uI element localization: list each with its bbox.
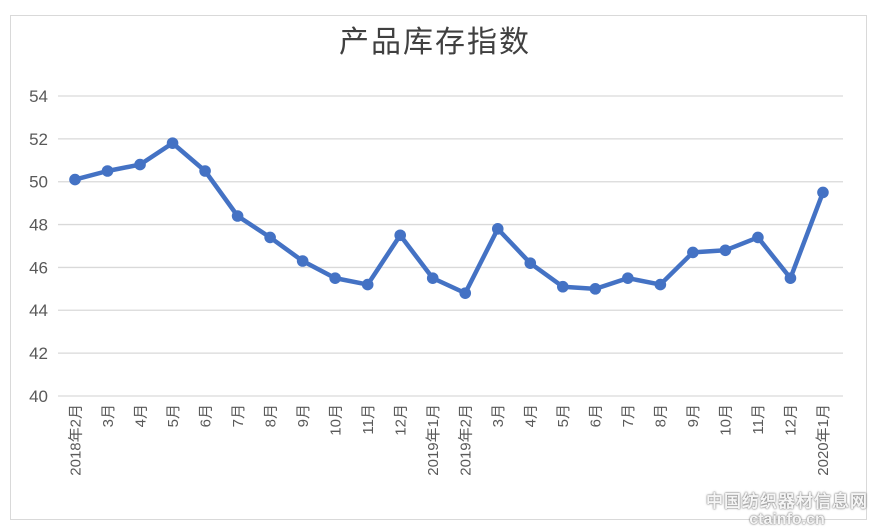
data-point-marker — [329, 272, 341, 284]
x-tick-label: 3月 — [100, 404, 117, 427]
data-point-marker — [491, 223, 504, 235]
data-point-marker — [264, 231, 276, 244]
data-point-marker — [687, 246, 699, 259]
x-tick-label: 8月 — [262, 404, 279, 427]
data-point-marker — [394, 229, 407, 242]
y-tick-label: 40 — [29, 387, 48, 406]
data-point-marker — [361, 278, 374, 291]
data-point-marker — [817, 186, 829, 199]
x-tick-label: 6月 — [197, 404, 214, 427]
x-tick-label: 9月 — [295, 404, 312, 427]
x-tick-label: 10月 — [718, 404, 735, 436]
x-tick-label: 6月 — [588, 404, 605, 427]
x-axis-labels: 2018年2月 3月 4月 5月 6月 7月 8月 9月 10月 11月 12月 2019年1月 201… — [67, 404, 832, 476]
x-tick-label: 5月 — [165, 404, 182, 427]
data-point-marker — [426, 272, 439, 284]
x-tick-label: 9月 — [685, 404, 702, 427]
x-tick-label: 12月 — [392, 404, 409, 436]
line-series — [69, 137, 829, 299]
x-tick-label: 2018年2月 — [67, 404, 84, 476]
data-point-marker — [589, 283, 602, 295]
x-tick-label: 3月 — [490, 404, 507, 427]
x-tick-label: 7月 — [230, 404, 247, 427]
y-tick-label: 42 — [29, 344, 48, 363]
x-tick-label: 2019年2月 — [457, 404, 474, 476]
data-point-marker — [134, 158, 146, 171]
x-tick-label: 7月 — [620, 404, 637, 427]
y-tick-label: 44 — [29, 301, 48, 320]
data-point-marker — [524, 257, 537, 269]
x-tick-label: 2020年1月 — [815, 404, 832, 476]
x-tick-label: 4月 — [523, 404, 540, 427]
data-point-marker — [231, 210, 244, 222]
y-tick-label: 50 — [29, 173, 48, 192]
x-tick-label: 2019年1月 — [425, 404, 442, 476]
data-point-marker — [784, 272, 797, 284]
data-point-marker — [719, 244, 732, 257]
data-point-marker — [459, 287, 472, 299]
x-tick-label: 8月 — [653, 404, 670, 427]
x-tick-label: 11月 — [360, 404, 377, 435]
x-tick-label: 4月 — [132, 404, 149, 427]
y-tick-label: 46 — [29, 258, 48, 277]
data-point-marker — [296, 255, 309, 267]
data-point-marker — [752, 231, 764, 244]
chart-title: 产品库存指数 — [339, 26, 531, 59]
data-point-marker — [199, 165, 211, 177]
x-tick-label: 11月 — [750, 404, 767, 435]
data-point-marker — [166, 137, 179, 149]
data-point-marker — [622, 272, 634, 284]
data-point-marker — [69, 173, 81, 186]
y-tick-label: 54 — [29, 87, 48, 106]
x-tick-label: 12月 — [783, 404, 800, 436]
y-tick-label: 48 — [29, 216, 48, 235]
data-point-marker — [557, 280, 569, 293]
data-point-marker — [654, 278, 667, 291]
y-tick-label: 52 — [29, 130, 48, 149]
gridlines — [58, 95, 843, 397]
data-point-marker — [101, 165, 114, 177]
x-tick-label: 5月 — [555, 404, 572, 427]
x-tick-label: 10月 — [327, 404, 344, 436]
y-axis-labels: 40 42 44 46 48 50 52 54 — [29, 87, 48, 406]
